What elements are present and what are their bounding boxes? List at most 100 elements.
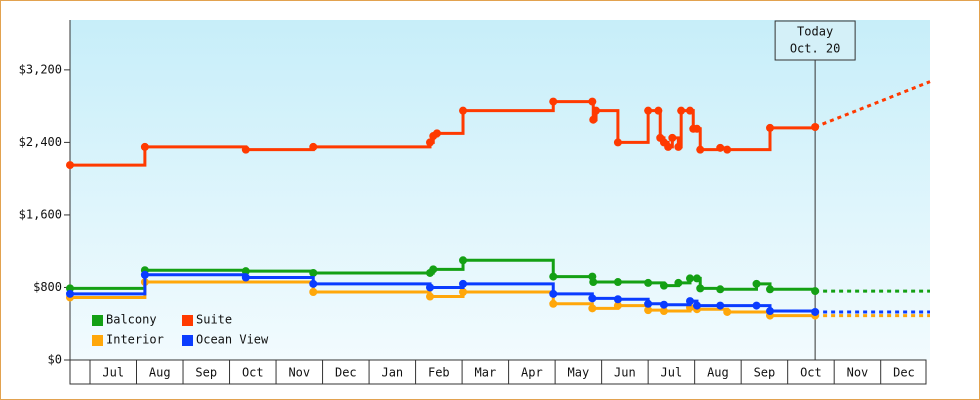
price-point [309,268,318,277]
price-point [716,285,725,294]
price-point [592,106,601,115]
price-point [432,129,441,138]
price-point [692,301,701,310]
price-point [613,278,622,287]
price-point [766,123,774,132]
price-point [426,283,434,292]
price-point [664,142,673,151]
x-tick-label: Feb [428,366,450,380]
x-tick-label: May [568,366,590,380]
price-point [309,142,318,151]
price-point [716,301,725,310]
price-point [588,97,597,106]
x-tick-label: Jan [381,366,403,380]
price-point [459,106,468,115]
price-point [696,284,705,293]
legend-label: Ocean View [196,333,269,347]
price-point [459,279,468,288]
price-point [692,274,701,283]
legend-swatch [92,315,103,326]
price-point [549,272,558,281]
price-point [677,106,686,115]
x-tick-label: Jul [661,366,683,380]
price-point [644,106,653,115]
price-point [426,138,434,147]
legend-swatch [182,315,193,326]
price-point [140,270,149,279]
price-point [549,299,558,308]
price-point [659,281,668,290]
legend-label: Interior [106,333,164,347]
price-point [613,295,622,304]
price-point [692,124,701,133]
price-point [309,288,318,296]
x-tick-label: Sep [195,366,217,380]
x-tick-label: Dec [335,366,357,380]
price-point [674,142,683,151]
price-point [588,294,597,303]
legend-label: Balcony [106,313,157,327]
price-point [588,304,597,313]
price-point [644,299,653,308]
price-point [589,115,598,124]
legend-swatch [182,335,193,346]
plot-area [70,20,930,360]
x-tick-label: Aug [707,366,729,380]
price-point [659,307,668,316]
today-label: Today [797,25,833,39]
price-point [429,265,438,274]
legend-label: Suite [196,313,232,327]
x-tick-label: Mar [475,366,497,380]
price-point [549,289,558,298]
price-point [613,301,622,310]
price-point [766,285,774,294]
price-point [459,256,468,265]
today-box [774,20,856,61]
price-point [613,138,622,147]
today-label: Oct. 20 [790,42,841,56]
y-tick-label: $800 [33,280,62,294]
price-point [674,278,683,287]
x-tick-label: Oct [800,366,822,380]
price-point [426,292,434,301]
x-tick-label: Nov [847,366,869,380]
price-point [723,307,732,316]
x-tick-label: Aug [149,366,171,380]
price-point [686,106,694,115]
price-point [309,279,318,288]
price-point [716,143,725,152]
x-tick-label: Apr [521,366,543,380]
x-tick-label: Oct [242,366,264,380]
price-point [459,288,468,296]
price-point [696,145,705,154]
price-point [66,289,74,298]
price-point [811,122,820,131]
legend-swatch [92,335,103,346]
price-point [811,287,820,296]
price-point [589,278,598,287]
x-tick-label: Nov [288,366,310,380]
price-point [549,97,558,106]
price-point [659,300,668,309]
price-point [686,274,694,283]
y-tick-label: $2,400 [19,135,62,149]
y-tick-label: $1,600 [19,207,62,221]
price-point [811,307,820,316]
price-point [140,142,149,151]
price-point [241,273,250,282]
price-point [241,145,250,154]
x-tick-label: Dec [893,366,915,380]
x-tick-label: Sep [754,366,776,380]
price-point [644,278,653,287]
price-point [668,133,677,142]
price-point [654,106,663,115]
price-point [752,279,761,288]
y-tick-label: $0 [48,353,62,367]
x-tick-label: Jun [614,366,636,380]
y-tick-label: $3,200 [19,62,62,76]
price-point [644,306,653,315]
price-point [752,301,761,310]
price-point [766,307,774,316]
price-point [723,145,732,154]
